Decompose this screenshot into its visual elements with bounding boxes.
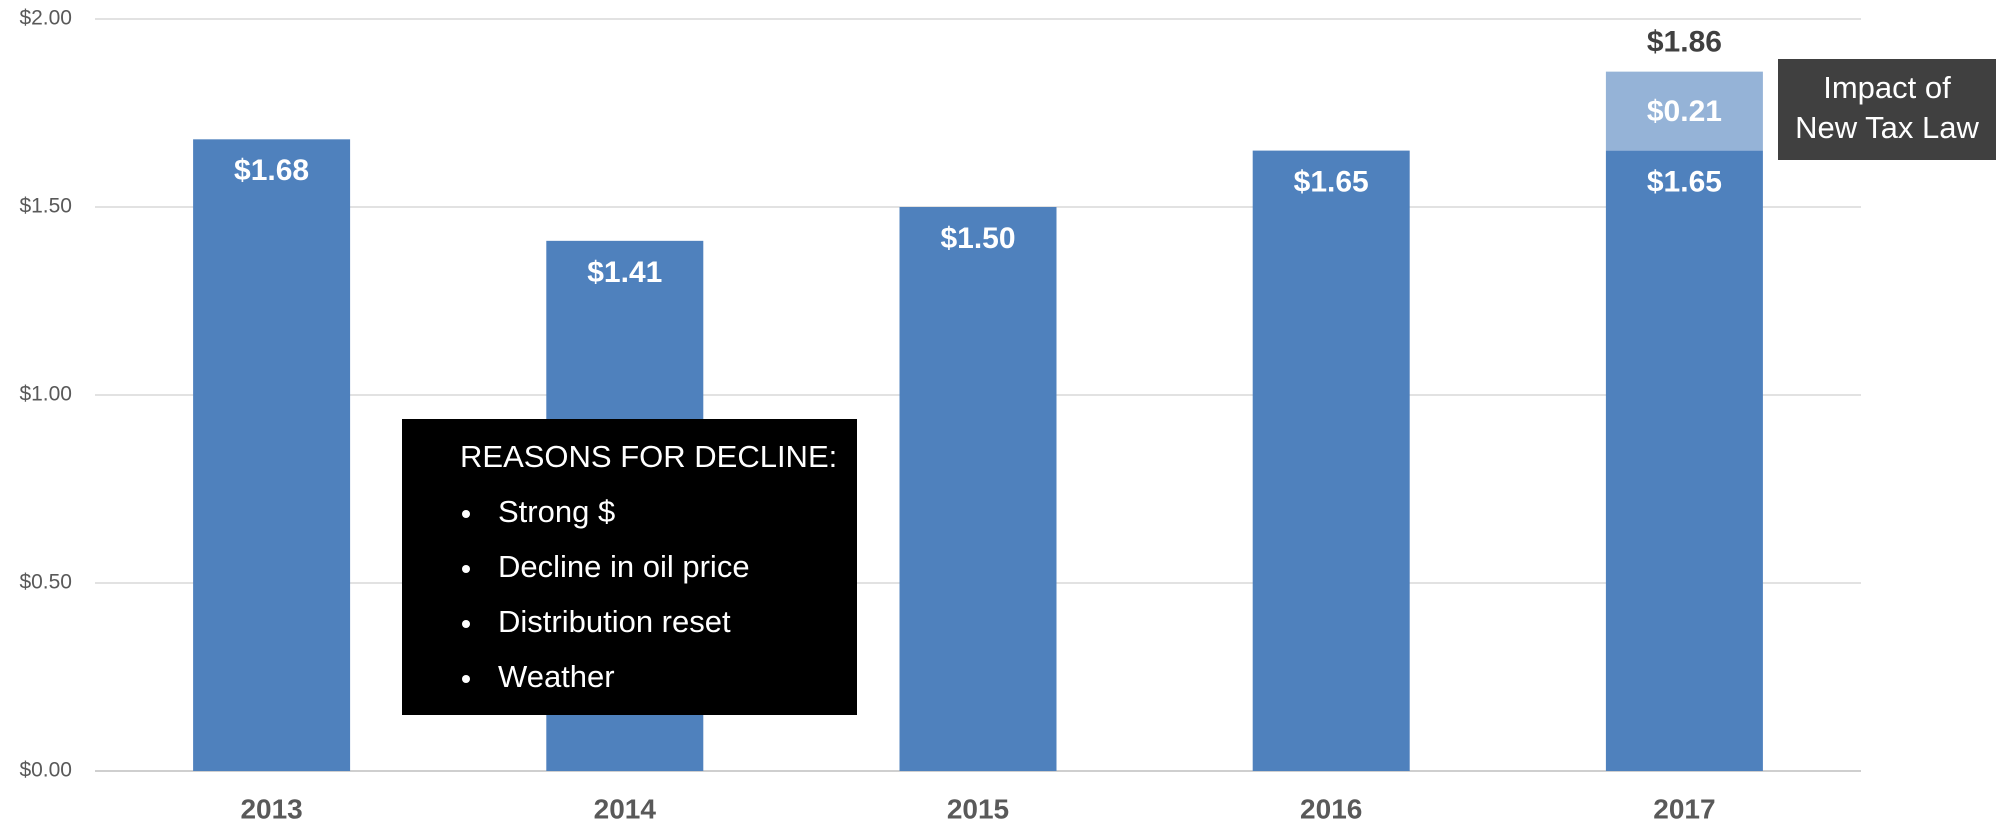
legend-text: New Tax Law [1795,110,1979,145]
note-item: Decline in oil price [498,549,750,584]
y-tick-label: $0.50 [19,571,72,594]
bar [1252,150,1410,772]
note-title: REASONS FOR DECLINE: [460,439,837,474]
bullet [462,510,470,518]
note-box [402,419,857,715]
y-tick-label: $1.00 [19,383,72,406]
value-label: $1.50 [940,222,1015,255]
bar [193,139,351,771]
legend-text: Impact of [1823,70,1951,105]
note-item: Distribution reset [498,604,731,639]
x-tick-label: 2017 [1653,793,1715,824]
note-item: Strong $ [498,494,615,529]
bullet [462,620,470,628]
value-label: $1.65 [1294,166,1369,199]
x-tick-label: 2013 [240,793,302,824]
bullet [462,675,470,683]
value-label: $0.21 [1647,95,1722,128]
total-label: $1.86 [1647,26,1722,59]
bar [1605,71,1763,151]
bar [899,207,1057,771]
x-tick-label: 2016 [1300,793,1362,824]
x-tick-label: 2014 [594,793,657,824]
y-tick-label: $2.00 [19,7,72,30]
value-label: $1.65 [1647,166,1722,199]
value-label: $1.41 [587,256,662,289]
legend-box [1778,59,1996,160]
x-tick-label: 2015 [947,793,1009,824]
y-tick-label: $1.50 [19,195,72,218]
bullet [462,565,470,573]
note-item: Weather [498,659,615,694]
bar [1605,150,1763,772]
value-label: $1.68 [234,154,309,187]
y-tick-label: $0.00 [19,759,72,782]
